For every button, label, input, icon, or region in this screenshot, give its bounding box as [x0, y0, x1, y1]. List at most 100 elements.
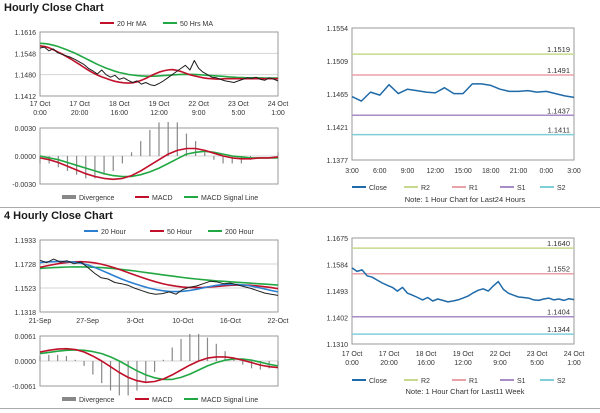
x-tick-label: 0:00 [539, 168, 553, 175]
y-tick-label: 1.1465 [327, 92, 349, 99]
four-hourly-macd-chart: 0.0061 0.0000 -0.0061 Divergence MACD MACD Si… [12, 333, 279, 404]
legend-label: 50 Hour [167, 229, 193, 236]
y-tick-label: 1.1523 [15, 286, 37, 293]
x-tick-label: 17 Oct [30, 101, 51, 108]
bottom-divider [0, 408, 600, 409]
y-tick-label: 1.1554 [327, 26, 349, 33]
legend-label: R2 [421, 185, 430, 192]
x-tick-label: 9:00 [401, 168, 415, 175]
x-tick-label: 17 Oct [379, 351, 400, 358]
legend-label: Divergence [79, 397, 115, 404]
legend-label: Divergence [79, 195, 115, 202]
y-tick-label: 1.1377 [327, 158, 349, 165]
x-tick-label: 1:00 [271, 110, 285, 117]
plot-frame [39, 239, 279, 313]
x-tick-label: 20:00 [380, 360, 398, 367]
legend-label: S1 [517, 378, 526, 385]
four-hourly-price-ma-chart: 20 Hour 50 Hour 200 Hour 1.1933 1.1728 1.1523… [15, 229, 289, 325]
x-tick-label: 6:00 [373, 168, 387, 175]
x-tick-label: 21-Sep [29, 318, 52, 325]
series-20-hour [39, 260, 279, 293]
level-label-r1: 1.1491 [547, 66, 570, 75]
y-tick-label: 1.1480 [15, 73, 37, 80]
legend-label: R1 [469, 185, 478, 192]
legend-swatch [62, 397, 76, 401]
plot-frame [39, 31, 279, 97]
x-tick-label: 23 Oct [527, 351, 548, 358]
y-tick-label: 1.1675 [327, 236, 349, 243]
level-label-s1: 1.1404 [547, 308, 570, 317]
x-tick-label: 19 Oct [453, 351, 474, 358]
x-tick-label: 23 Oct [228, 101, 249, 108]
y-tick-label: 0.0061 [15, 334, 37, 341]
y-tick-label: -0.0030 [12, 182, 36, 189]
legend-label: S2 [557, 185, 566, 192]
y-tick-label: 1.1310 [327, 342, 349, 349]
y-tick-label: 1.1402 [327, 316, 349, 323]
y-tick-label: -0.0061 [12, 384, 36, 391]
hourly-price-ma-chart: 20 Hr MA 50 Hrs MA 1.1616 1.1548 1.1480 1.141… [15, 21, 289, 117]
legend-label: MACD Signal Line [201, 195, 258, 202]
hourly-last24-chart: 1.1554 1.1509 1.1465 1.1421 1.1377 1.1519 1.14… [327, 26, 581, 204]
x-tick-label: 5:00 [530, 360, 544, 367]
x-tick-label: 19 Oct [149, 101, 170, 108]
x-tick-label: 24 Oct [564, 351, 585, 358]
y-tick-label: 1.1933 [15, 238, 37, 245]
level-label-r2: 1.1519 [547, 45, 570, 54]
x-tick-label: 12:00 [150, 110, 168, 117]
y-tick-label: 1.1493 [327, 289, 349, 296]
legend-label: 200 Hour [225, 229, 254, 236]
four-hourly-last-week-chart: 1.1675 1.1584 1.1493 1.1402 1.1310 1.1640 1.15… [327, 236, 585, 396]
legend-label: MACD Signal Line [201, 397, 258, 404]
hourly-macd-chart: 0.0030 0.0000 -0.0030 Divergence MACD MACD Si… [12, 122, 279, 202]
y-tick-label: 1.1412 [15, 94, 37, 101]
series-macd [39, 347, 279, 384]
series-200-hour [39, 266, 279, 286]
x-tick-label: 16:00 [111, 110, 129, 117]
legend-label: Close [369, 185, 387, 192]
x-tick-label: 18 Oct [416, 351, 437, 358]
series-close [39, 46, 279, 87]
x-tick-label: 5:00 [232, 110, 246, 117]
x-tick-label: 16:00 [417, 360, 435, 367]
series-macd [39, 147, 279, 181]
y-tick-label: 0.0030 [15, 126, 37, 133]
x-tick-label: 17 Oct [342, 351, 363, 358]
legend-label: R1 [469, 378, 478, 385]
y-tick-label: 1.1509 [327, 59, 349, 66]
legend-label: 20 Hr MA [117, 21, 147, 28]
y-tick-label: 1.1616 [15, 30, 37, 37]
x-tick-label: 18 Oct [109, 101, 130, 108]
x-tick-label: 10-Oct [172, 318, 193, 325]
series-50hr-ma [39, 42, 278, 79]
x-tick-label: 15:00 [454, 168, 472, 175]
x-tick-label: 9:00 [192, 110, 206, 117]
y-tick-label: 1.1584 [327, 263, 349, 270]
x-tick-label: 16-Oct [220, 318, 241, 325]
legend-label: S2 [557, 378, 566, 385]
legend-swatch [62, 195, 76, 199]
x-tick-label: 22 Oct [490, 351, 511, 358]
y-tick-label: 0.0000 [15, 154, 37, 161]
series-close [39, 258, 279, 296]
chart-note: Note: 1 Hour Chart for Last11 Week [406, 387, 525, 396]
plot-frame [351, 237, 575, 345]
plot-frame [351, 27, 575, 161]
hourly-section-title: Hourly Close Chart [4, 2, 104, 14]
legend-label: 20 Hour [101, 229, 127, 236]
legend-label: R2 [421, 378, 430, 385]
legend-label: Close [369, 378, 387, 385]
y-tick-label: 1.1728 [15, 262, 37, 269]
series-macd-signal [39, 150, 278, 178]
x-tick-label: 12:00 [426, 168, 444, 175]
x-tick-label: 0:00 [33, 110, 47, 117]
x-tick-label: 24 Oct [268, 101, 289, 108]
section-divider [0, 207, 600, 208]
x-tick-label: 3:00 [567, 168, 581, 175]
y-tick-label: 1.1421 [327, 125, 349, 132]
x-tick-label: 12:00 [454, 360, 472, 367]
x-tick-label: 3-Oct [127, 318, 144, 325]
series-close [351, 83, 575, 102]
level-label-r1: 1.1552 [547, 265, 570, 274]
x-tick-label: 3:00 [345, 168, 359, 175]
